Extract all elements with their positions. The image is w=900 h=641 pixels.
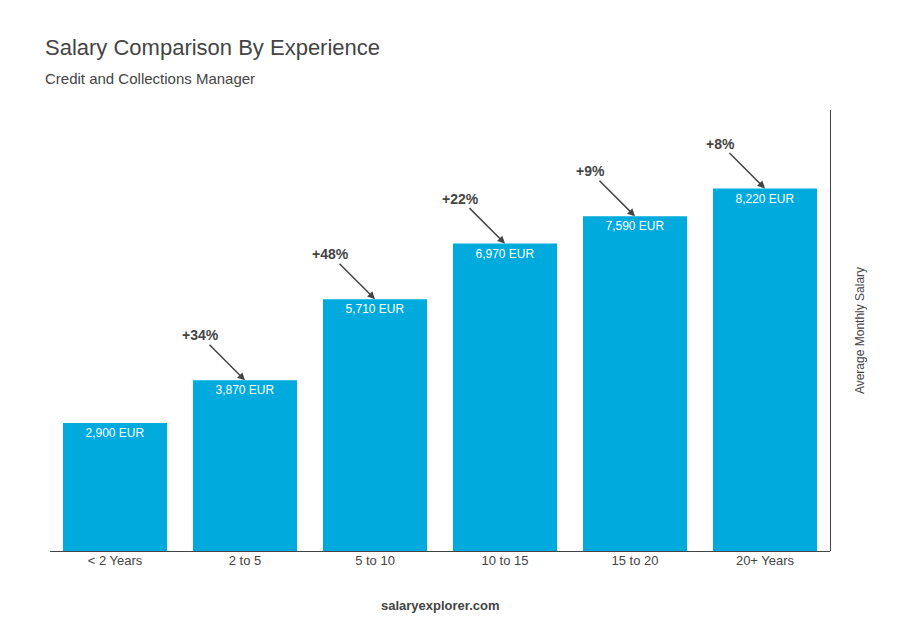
svg-text:2,900 EUR: 2,900 EUR <box>85 426 144 440</box>
svg-text:10 to 15: 10 to 15 <box>482 553 529 568</box>
svg-text:3,870 EUR: 3,870 EUR <box>215 383 274 397</box>
svg-text:+34%: +34% <box>182 327 219 343</box>
svg-text:salaryexplorer.com: salaryexplorer.com <box>381 598 500 613</box>
svg-text:+22%: +22% <box>442 191 479 207</box>
svg-text:8,220 EUR: 8,220 EUR <box>735 192 794 206</box>
svg-text:< 2 Years: < 2 Years <box>88 553 143 568</box>
svg-text:5,710 EUR: 5,710 EUR <box>345 302 404 316</box>
svg-text:20+ Years: 20+ Years <box>736 553 795 568</box>
svg-text:+9%: +9% <box>576 163 605 179</box>
svg-text:6,970 EUR: 6,970 EUR <box>475 247 534 261</box>
svg-text:5 to 10: 5 to 10 <box>355 553 395 568</box>
svg-text:+8%: +8% <box>706 136 735 152</box>
svg-text:Average Monthly Salary: Average Monthly Salary <box>853 267 867 394</box>
svg-text:15 to 20: 15 to 20 <box>612 553 659 568</box>
svg-text:Salary Comparison By Experienc: Salary Comparison By Experience <box>45 35 380 60</box>
svg-text:2 to 5: 2 to 5 <box>229 553 262 568</box>
svg-text:Credit and Collections Manager: Credit and Collections Manager <box>45 70 255 87</box>
svg-text:+48%: +48% <box>312 246 349 262</box>
svg-text:7,590 EUR: 7,590 EUR <box>605 219 664 233</box>
